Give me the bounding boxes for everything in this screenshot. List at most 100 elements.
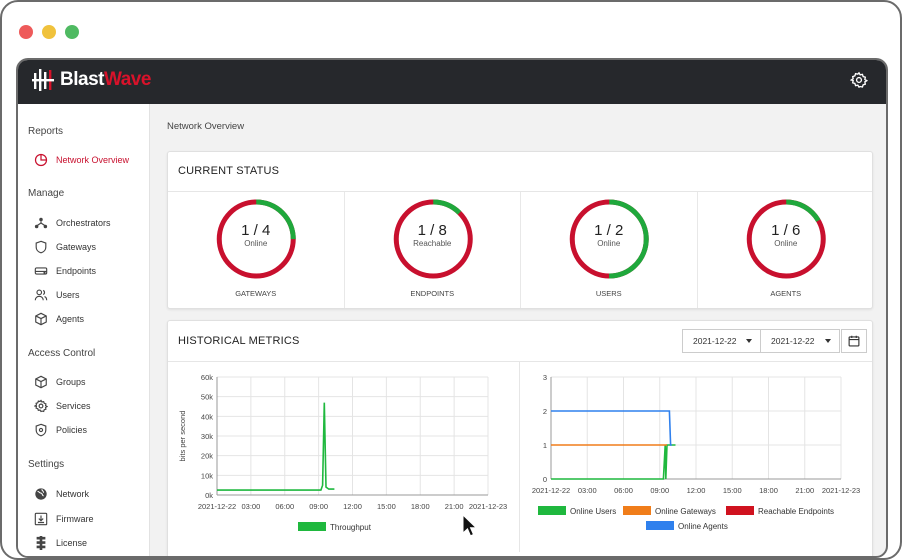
stat-label: Online (597, 239, 621, 248)
main-content: Network Overview CURRENT STATUS 1 / 4 Onl… (151, 104, 886, 556)
date-to-select[interactable]: 2021-12-22 (760, 329, 840, 353)
settings-gear-icon[interactable] (849, 71, 869, 94)
sidebar-item-label: Network (56, 489, 90, 499)
close-dot-icon[interactable] (19, 25, 33, 39)
legend-label-reachable-endpoints: Reachable Endpoints (758, 507, 834, 516)
y-tick-label: 20k (201, 452, 213, 461)
sidebar-section-access-control: Access Control (28, 348, 96, 359)
sidebar-item-label: Groups (56, 377, 86, 387)
date-to-value: 2021-12-22 (771, 336, 815, 346)
shield-lock-icon (35, 423, 47, 437)
sidebar-section-manage: Manage (28, 188, 65, 199)
status-stat-endpoints: 1 / 8 Reachable ENDPOINTS (345, 192, 521, 308)
ring-center-text: 1 / 8 Reachable (345, 222, 521, 248)
sidebar-item-label: Policies (56, 425, 88, 435)
stat-label: Reachable (413, 239, 452, 248)
sidebar-item-firmware[interactable]: Firmware (34, 512, 94, 526)
sidebar-item-users[interactable]: Users (34, 288, 80, 302)
x-tick-label: 21:00 (795, 486, 814, 495)
status-ring-icon (216, 199, 296, 279)
ring-center-text: 1 / 2 Online (521, 222, 697, 248)
x-tick-label: 2021-12-22 (198, 502, 236, 511)
stat-value: 1 / 8 (417, 222, 447, 239)
stat-value: 1 / 6 (771, 222, 801, 239)
status-ring-icon (746, 199, 826, 279)
x-tick-label: 15:00 (377, 502, 396, 511)
ring-green-segment (569, 199, 649, 279)
status-stat-agents: 1 / 6 Online AGENTS (698, 192, 875, 308)
sidebar-item-policies[interactable]: Policies (34, 423, 87, 437)
sidebar-item-network-overview[interactable]: Network Overview (34, 153, 129, 167)
sidebar-item-gateways[interactable]: Gateways (34, 240, 96, 254)
sidebar-item-label: License (56, 538, 88, 548)
x-tick-label: 2021-12-23 (469, 502, 507, 511)
x-tick-label: 09:00 (309, 502, 328, 511)
cube-icon (35, 375, 47, 389)
window-controls (19, 25, 79, 39)
date-from-select[interactable]: 2021-12-22 (682, 329, 761, 353)
license-icon (36, 536, 46, 550)
y-tick-label: 50k (201, 393, 213, 402)
drive-icon (34, 267, 48, 275)
legend-swatch-reachable-endpoints (726, 506, 754, 515)
sidebar-item-label: Gateways (56, 242, 97, 252)
y-tick-label: 0 (543, 475, 547, 484)
sidebar-item-services[interactable]: Services (34, 399, 91, 413)
series-line-online-agents (551, 410, 672, 446)
legend-label-online-users: Online Users (570, 507, 616, 516)
x-tick-label: 18:00 (411, 502, 430, 511)
sidebar: Reports Network Overview Manage Orchestr… (18, 104, 150, 556)
legend-swatch-online-users (538, 506, 566, 515)
calendar-button[interactable] (841, 329, 867, 353)
minimize-dot-icon[interactable] (42, 25, 56, 39)
series-line-throughput (217, 402, 335, 491)
x-tick-label: 2021-12-22 (532, 486, 570, 495)
sidebar-item-endpoints[interactable]: Endpoints (34, 264, 96, 278)
globe-icon (35, 488, 47, 500)
status-ring-icon (569, 199, 649, 279)
x-tick-label: 09:00 (650, 486, 669, 495)
top-bar: BlastWave (18, 60, 886, 104)
sidebar-item-network[interactable]: Network (34, 487, 89, 501)
y-tick-label: 0k (205, 491, 213, 500)
legend-label-throughput: Throughput (330, 523, 372, 532)
x-tick-label: 2021-12-23 (822, 486, 860, 495)
legend-label-online-agents: Online Agents (678, 522, 728, 531)
brand-name-part2: Wave (103, 69, 151, 90)
ring-green-segment (746, 199, 826, 279)
ring-green-segment (216, 199, 296, 279)
brand-logo[interactable]: BlastWave (32, 67, 151, 93)
breadcrumb: Network Overview (167, 121, 245, 132)
stat-caption: GATEWAYS (235, 289, 277, 298)
x-tick-label: 03:00 (241, 502, 260, 511)
x-tick-label: 21:00 (445, 502, 464, 511)
sidebar-section-reports: Reports (28, 126, 64, 137)
sidebar-item-groups[interactable]: Groups (34, 375, 86, 389)
historical-metrics-card: HISTORICAL METRICS 2021-12-22 2021-12-22… (167, 320, 873, 556)
legend-swatch-online-gateways (623, 506, 651, 515)
sidebar-item-orchestrators[interactable]: Orchestrators (34, 216, 111, 230)
maximize-dot-icon[interactable] (65, 25, 79, 39)
sidebar-item-agents[interactable]: Agents (34, 312, 84, 326)
status-stat-users: 1 / 2 Online USERS (521, 192, 698, 308)
stat-value: 1 / 4 (241, 222, 271, 239)
pie-chart-icon (34, 153, 48, 167)
ring-green-segment (393, 199, 473, 279)
status-ring-icon (393, 199, 473, 279)
sidebar-item-license[interactable]: License (34, 536, 87, 550)
historical-metrics-title: HISTORICAL METRICS (178, 335, 300, 347)
sidebar-item-label: Agents (56, 314, 85, 324)
x-tick-label: 12:00 (687, 486, 706, 495)
y-tick-label: 30k (201, 432, 213, 441)
y-tick-label: 3 (543, 373, 547, 382)
stat-label: Online (244, 239, 268, 248)
y-tick-label: 1 (543, 441, 547, 450)
app-window: BlastWave Reports Network Overview Manag… (16, 58, 888, 558)
y-tick-label: 10k (201, 471, 213, 480)
current-status-title: CURRENT STATUS (178, 165, 280, 177)
sidebar-item-label: Orchestrators (56, 218, 111, 228)
mouse-cursor-icon (462, 514, 478, 537)
x-tick-label: 06:00 (614, 486, 633, 495)
